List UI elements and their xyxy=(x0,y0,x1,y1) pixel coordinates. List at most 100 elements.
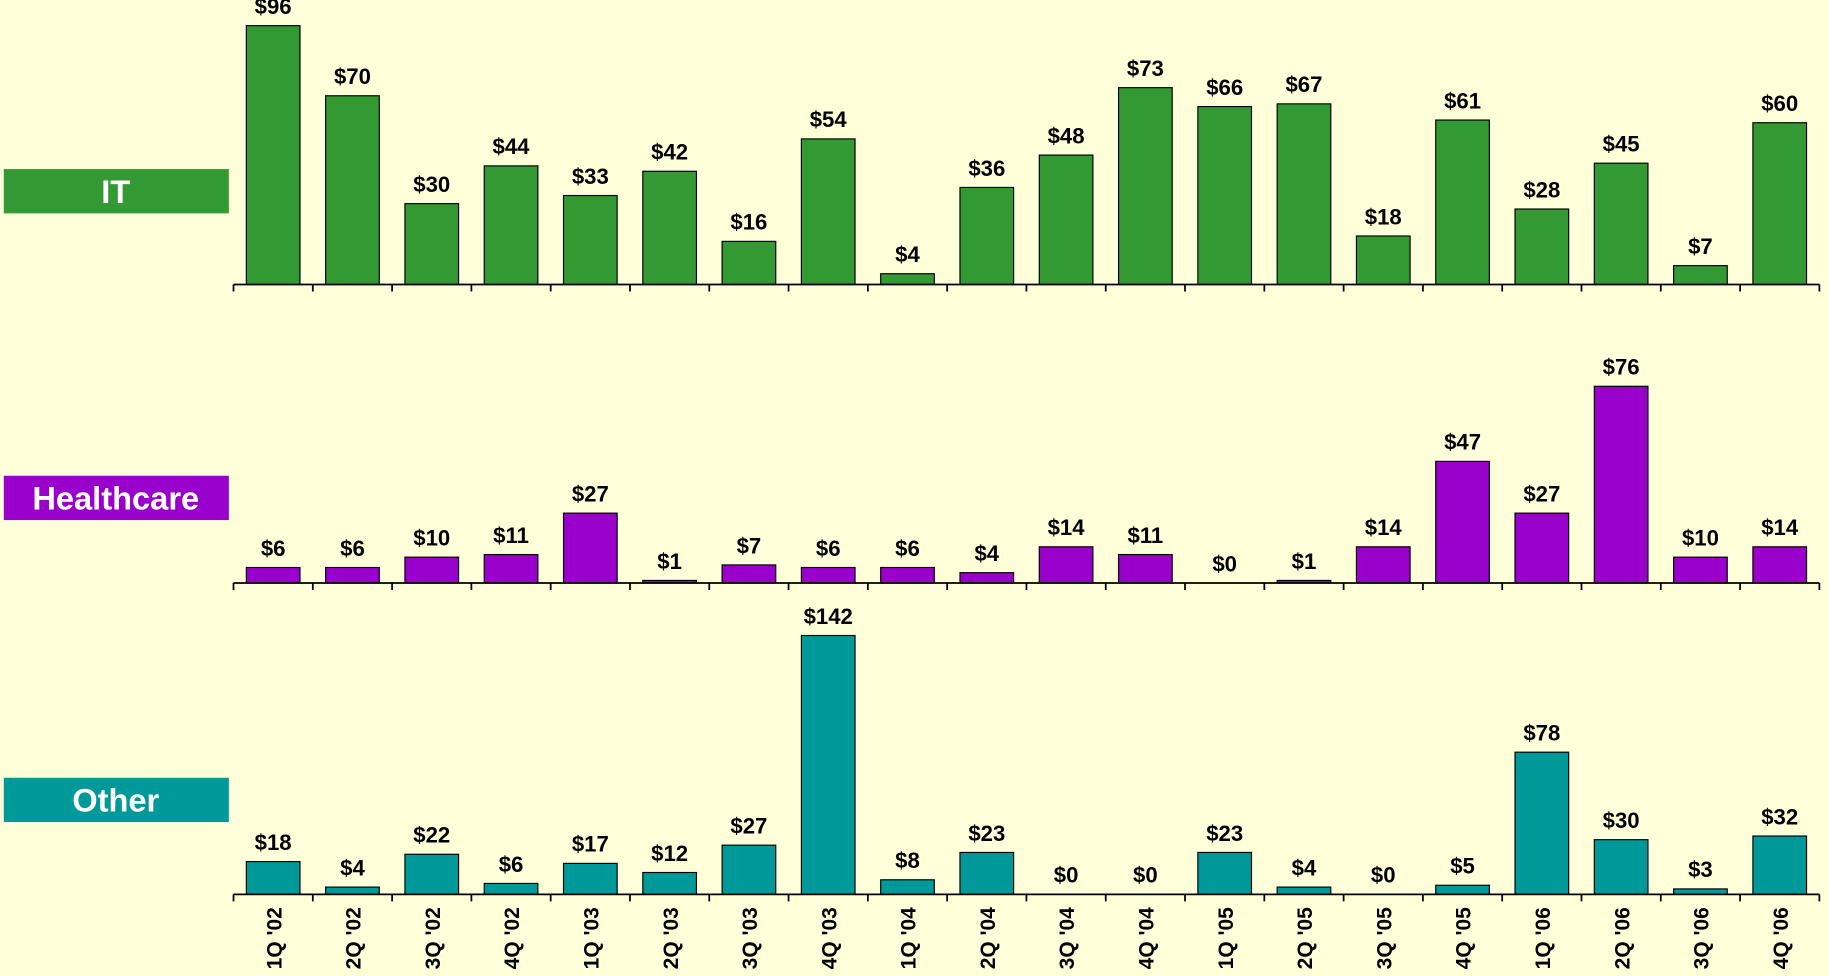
bar xyxy=(1514,208,1570,286)
value-label: $14 xyxy=(1761,515,1799,540)
value-label: $23 xyxy=(968,821,1005,846)
bar xyxy=(562,862,618,895)
panel-label-box xyxy=(3,777,229,823)
value-label: $7 xyxy=(1688,234,1713,259)
x-tick-label: 3Q '04 xyxy=(1056,907,1079,969)
value-label: $96 xyxy=(255,0,292,19)
value-label: $54 xyxy=(810,107,848,132)
value-label: $33 xyxy=(572,164,609,189)
value-label: $48 xyxy=(1048,123,1085,148)
x-tick-label: 4Q '06 xyxy=(1770,907,1793,969)
panel-label: Other xyxy=(72,782,159,819)
value-label: $61 xyxy=(1444,88,1481,113)
bar xyxy=(721,564,777,584)
bar xyxy=(404,853,460,895)
bar xyxy=(880,879,935,895)
value-label: $66 xyxy=(1206,75,1243,100)
value-label: $8 xyxy=(895,848,920,873)
value-label: $78 xyxy=(1523,721,1560,746)
bar xyxy=(959,572,1015,584)
value-label: $4 xyxy=(1292,855,1317,880)
value-label: $11 xyxy=(1128,523,1164,548)
value-label: $32 xyxy=(1761,804,1798,829)
value-label: $4 xyxy=(895,242,920,267)
value-label: $27 xyxy=(572,481,609,506)
value-label: $5 xyxy=(1450,854,1475,879)
bar xyxy=(959,851,1015,895)
value-label: $18 xyxy=(1365,204,1402,229)
bar xyxy=(800,138,856,286)
value-label: $10 xyxy=(1682,525,1719,550)
bar xyxy=(1355,546,1411,584)
bar xyxy=(245,860,301,895)
bar xyxy=(1355,235,1411,286)
bar xyxy=(1673,556,1728,584)
x-tick-label: 1Q '02 xyxy=(263,907,286,969)
panel-label-box xyxy=(3,169,229,214)
x-tick-label: 1Q '05 xyxy=(1215,907,1238,969)
value-label: $1 xyxy=(657,549,682,574)
value-label: $27 xyxy=(1523,481,1560,506)
bar xyxy=(880,273,935,286)
value-label: $27 xyxy=(730,813,767,838)
bar xyxy=(1435,884,1490,895)
value-label: $6 xyxy=(816,536,841,561)
x-tick-label: 4Q '03 xyxy=(818,907,841,969)
value-label: $30 xyxy=(1603,808,1640,833)
bar xyxy=(1038,546,1094,584)
panel-label: Healthcare xyxy=(32,480,199,517)
bar xyxy=(1514,512,1570,584)
value-label: $17 xyxy=(572,832,609,857)
value-label: $18 xyxy=(255,830,292,855)
x-tick-label: 3Q '03 xyxy=(739,907,762,969)
bar xyxy=(562,194,618,286)
bar xyxy=(721,240,777,286)
x-tick-label: 4Q '05 xyxy=(1453,907,1476,969)
x-tick-label: 2Q '04 xyxy=(977,907,1000,969)
bar xyxy=(562,512,618,584)
value-label: $0 xyxy=(1212,551,1237,576)
bar xyxy=(325,886,380,895)
value-label: $6 xyxy=(499,852,524,877)
x-tick-label: 2Q '03 xyxy=(660,907,683,969)
value-label: $42 xyxy=(651,140,688,165)
bar xyxy=(1752,835,1808,895)
x-tick-label: 3Q '02 xyxy=(422,907,445,969)
bar xyxy=(721,844,777,895)
panel-label-box xyxy=(3,475,229,521)
value-label: $70 xyxy=(334,64,371,89)
bar xyxy=(800,566,856,584)
value-label: $23 xyxy=(1206,821,1243,846)
bar xyxy=(959,186,1015,286)
bar xyxy=(642,871,698,895)
x-tick-label: 1Q '06 xyxy=(1532,907,1555,969)
bar xyxy=(642,170,698,286)
value-label: $4 xyxy=(974,541,999,566)
value-label: $67 xyxy=(1285,72,1322,97)
value-label: $45 xyxy=(1603,132,1640,157)
x-tick-label: 1Q '04 xyxy=(898,907,921,969)
bar xyxy=(800,634,856,895)
x-tick-label: 4Q '04 xyxy=(1136,907,1159,969)
panel-label: IT xyxy=(101,173,130,210)
bar xyxy=(483,553,539,584)
x-tick-label: 2Q '02 xyxy=(343,907,366,969)
value-label: $14 xyxy=(1365,515,1403,540)
value-label: $73 xyxy=(1127,56,1164,81)
value-label: $28 xyxy=(1523,177,1560,202)
bar xyxy=(325,95,380,286)
bar xyxy=(1038,154,1094,286)
value-label: $4 xyxy=(340,855,365,880)
x-tick-label: 1Q '03 xyxy=(580,907,603,969)
value-label: $10 xyxy=(413,525,450,550)
bar xyxy=(245,566,301,584)
bar xyxy=(1276,886,1332,895)
x-tick-label: 2Q '06 xyxy=(1611,907,1634,969)
value-label: $0 xyxy=(1054,863,1079,888)
value-label: $47 xyxy=(1444,430,1481,455)
bar xyxy=(483,165,539,286)
value-label: $14 xyxy=(1048,515,1086,540)
value-label: $6 xyxy=(340,536,365,561)
bar xyxy=(1117,553,1173,584)
